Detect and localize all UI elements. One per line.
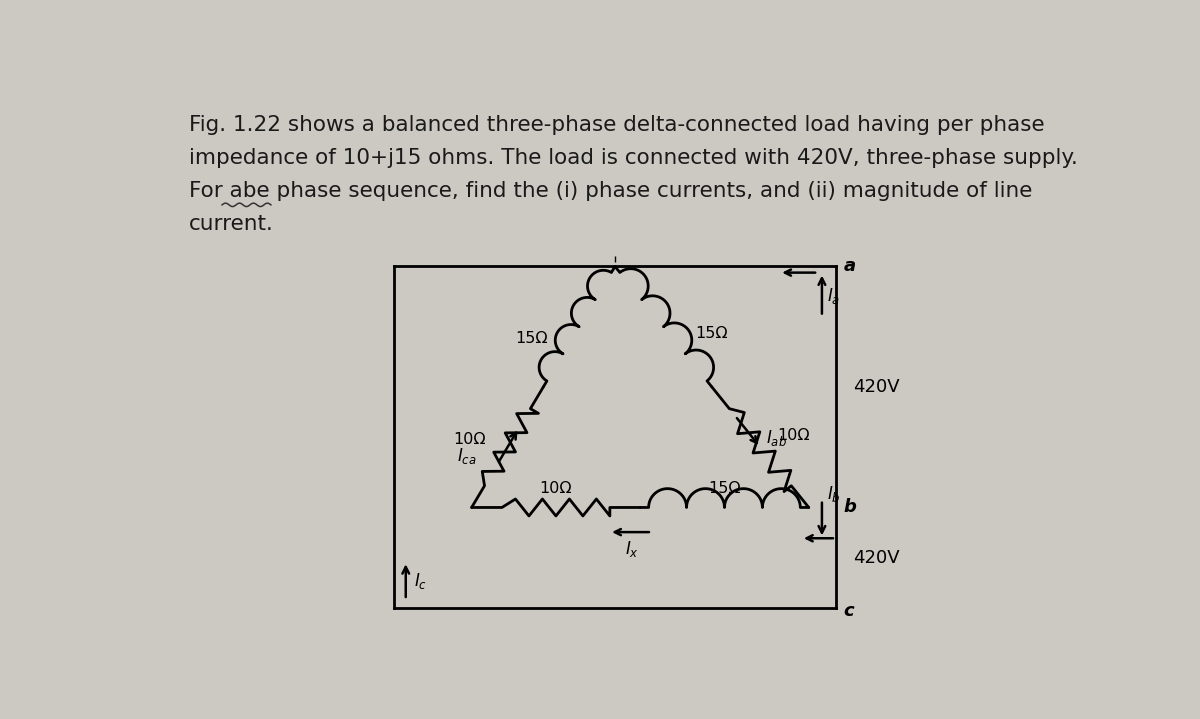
Text: $I_{ca}$: $I_{ca}$ [457,446,476,467]
Text: b: b [844,498,857,516]
Text: $I_c$: $I_c$ [414,571,427,590]
Text: c: c [844,603,854,620]
Text: $I_b$: $I_b$ [827,484,840,503]
Text: impedance of 10+j15 ohms. The load is connected with 420V, three-phase supply.: impedance of 10+j15 ohms. The load is co… [188,148,1078,168]
Text: 10Ω: 10Ω [540,481,572,495]
Text: 15Ω: 15Ω [708,481,740,495]
Text: 15Ω: 15Ω [696,326,728,342]
Text: 15Ω: 15Ω [515,331,548,347]
Text: Fig. 1.22 shows a balanced three-phase delta-connected load having per phase: Fig. 1.22 shows a balanced three-phase d… [188,115,1044,134]
Text: a: a [844,257,856,275]
Text: $I_x$: $I_x$ [625,539,640,559]
Text: 10Ω: 10Ω [776,428,810,443]
Text: 420V: 420V [853,549,900,567]
Text: 420V: 420V [853,378,900,396]
Text: $I_{ab}$: $I_{ab}$ [766,428,787,448]
Text: $I_a$: $I_a$ [827,285,841,306]
Text: For abe phase sequence, find the (i) phase currents, and (ii) magnitude of line: For abe phase sequence, find the (i) pha… [188,181,1032,201]
Text: 10Ω: 10Ω [452,433,486,447]
Text: current.: current. [188,214,274,234]
